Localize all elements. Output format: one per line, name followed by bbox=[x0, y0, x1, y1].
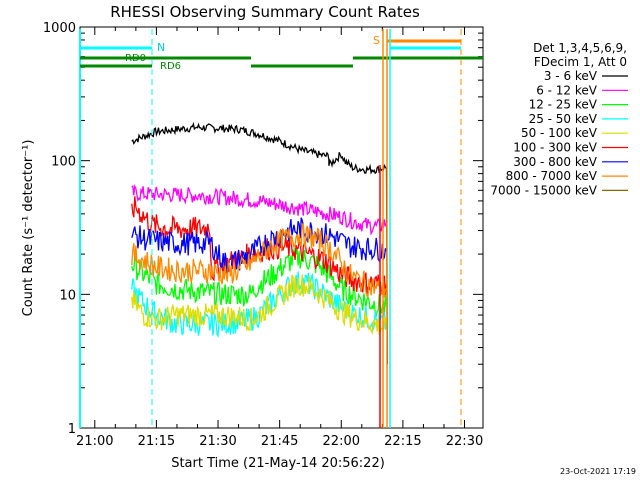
x-tick-label: 21:15 bbox=[138, 434, 175, 449]
y-axis-label: Count Rate (s⁻¹ detector⁻¹) bbox=[21, 140, 36, 317]
legend-entry-label: 3 - 6 keV bbox=[544, 69, 598, 83]
x-axis-label: Start Time (21-May-14 20:56:22) bbox=[171, 456, 385, 471]
x-tick-label: 21:00 bbox=[76, 434, 113, 449]
y-tick-label: 1 bbox=[68, 422, 76, 437]
x-tick-label: 22:30 bbox=[446, 434, 483, 449]
annotation-rd0: RD0 bbox=[125, 53, 146, 64]
legend-entry-label: 800 - 7000 keV bbox=[506, 169, 598, 183]
series-line bbox=[131, 183, 388, 236]
x-tick-label: 22:00 bbox=[323, 434, 360, 449]
legend-entry-label: 50 - 100 keV bbox=[521, 126, 598, 140]
legend-entry-label: 25 - 50 keV bbox=[529, 112, 598, 126]
legend-entry-label: 12 - 25 keV bbox=[529, 98, 598, 112]
legend-entry-label: 7000 - 15000 keV bbox=[490, 183, 597, 197]
generation-timestamp: 23-Oct-2021 17:19 bbox=[560, 467, 636, 476]
series-line bbox=[131, 274, 388, 336]
plot-axes: 21:00 21:15 21:30 21:45 22:00 22:15 22:30 1 10 10… bbox=[43, 21, 484, 449]
legend-header-line: FDecim 1, Att 0 bbox=[534, 55, 627, 69]
series-line bbox=[131, 247, 388, 319]
legend-entry-label: 6 - 12 keV bbox=[536, 83, 598, 97]
legend: Det 1,3,4,5,6,9,FDecim 1, Att 03 - 6 keV… bbox=[490, 41, 628, 197]
x-tick-label: 21:45 bbox=[261, 434, 298, 449]
annotation-s: S bbox=[373, 34, 380, 47]
series-line bbox=[131, 121, 388, 365]
series-line bbox=[131, 221, 387, 298]
annotation-rd6: RD6 bbox=[160, 61, 181, 72]
legend-header-line: Det 1,3,4,5,6,9, bbox=[533, 41, 627, 55]
series-line bbox=[131, 217, 388, 275]
overlay-layer: N RD0 RD6 S bbox=[79, 29, 483, 428]
legend-entry-label: 100 - 300 keV bbox=[513, 141, 597, 155]
y-tick-label: 100 bbox=[51, 155, 76, 170]
series-line bbox=[131, 271, 388, 339]
chart-title: RHESSI Observing Summary Count Rates bbox=[110, 3, 420, 21]
annotation-n: N bbox=[157, 41, 165, 54]
y-tick-label: 10 bbox=[59, 288, 76, 303]
legend-entry-label: 300 - 800 keV bbox=[513, 155, 597, 169]
series-layer bbox=[131, 121, 388, 365]
y-tick-label: 1000 bbox=[43, 21, 76, 36]
x-tick-label: 21:30 bbox=[199, 434, 236, 449]
x-tick-label: 22:15 bbox=[384, 434, 421, 449]
